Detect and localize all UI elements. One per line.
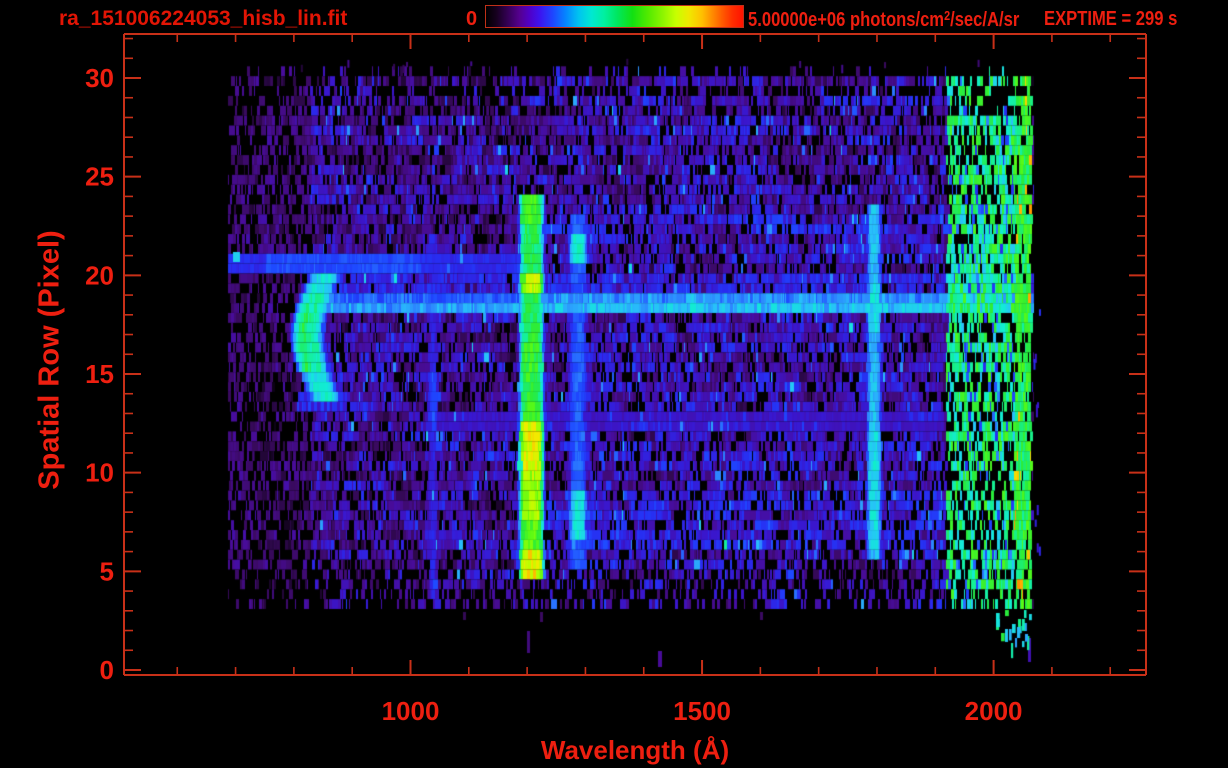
svg-text:20: 20 [85, 260, 114, 290]
svg-text:10: 10 [85, 458, 114, 488]
svg-text:15: 15 [85, 359, 114, 389]
svg-text:2000: 2000 [965, 696, 1023, 726]
svg-text:1500: 1500 [673, 696, 731, 726]
svg-text:25: 25 [85, 162, 114, 192]
svg-text:1000: 1000 [382, 696, 440, 726]
svg-text:0: 0 [100, 655, 114, 685]
svg-text:30: 30 [85, 63, 114, 93]
svg-text:5: 5 [100, 556, 114, 586]
